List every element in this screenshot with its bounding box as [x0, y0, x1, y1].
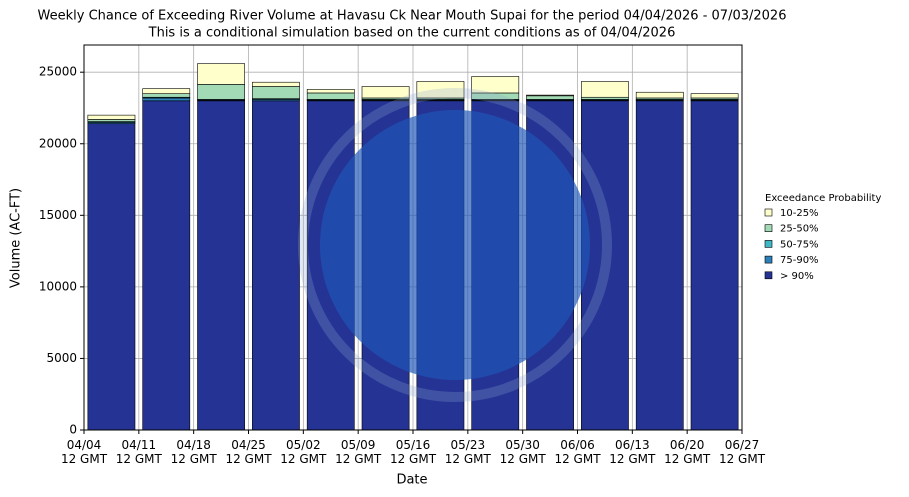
bar-segment — [197, 63, 245, 85]
axes: 0 5000 10000 15000 20000 25000 — [39, 65, 743, 437]
legend-swatch — [764, 240, 773, 248]
bar-segment — [87, 119, 136, 122]
legend-swatch — [764, 208, 773, 217]
y-tick-label: 5000 — [46, 351, 77, 365]
bars — [87, 63, 739, 431]
x-axis-label: Date — [396, 473, 427, 488]
x-tick-label: 06/27 12 GMT — [718, 438, 766, 466]
bar-segment — [635, 91, 684, 99]
legend-swatch — [764, 271, 773, 280]
bar-segment — [87, 114, 136, 120]
bar-segment — [416, 81, 465, 99]
x-tick-label: 04/04 12 GMT — [60, 438, 108, 466]
bar-segment — [252, 100, 300, 431]
bar-segment — [197, 100, 245, 431]
bar-segment — [306, 89, 355, 94]
bar-segment — [306, 92, 355, 100]
bar-segment — [361, 86, 410, 99]
x-tick-label: 05/16 12 GMT — [389, 438, 437, 466]
bar-segment — [252, 86, 300, 99]
chart-subtitle: This is a conditional simulation based o… — [148, 26, 676, 41]
bar-segment — [526, 95, 574, 100]
y-tick-label: 15000 — [39, 208, 77, 222]
y-tick-label: 20000 — [39, 136, 77, 150]
bar-segment — [581, 81, 629, 98]
bar-segment — [142, 97, 191, 102]
bar-segment — [635, 100, 684, 431]
x-tick-label: 06/20 12 GMT — [664, 438, 711, 466]
bar-segment — [690, 100, 739, 431]
legend-title: Exceedance Probability — [765, 193, 881, 204]
bar-segment — [690, 93, 739, 99]
y-tick-label: 25000 — [39, 65, 77, 79]
bar-segment — [526, 94, 574, 97]
y-tick-label: 10000 — [39, 279, 77, 293]
x-tick-label: 04/18 12 GMT — [170, 438, 217, 466]
chart-title: Weekly Chance of Exceeding River Volume … — [38, 9, 787, 24]
legend-label: 10-25% — [780, 208, 819, 219]
watermark — [298, 88, 612, 402]
x-tick-label: 06/13 12 GMT — [609, 438, 656, 466]
bar-segment — [142, 93, 191, 98]
bar-segment — [252, 81, 300, 87]
x-tick-label: 05/02 12 GMT — [280, 438, 327, 466]
x-tick-label: 05/30 12 GMT — [499, 438, 546, 466]
legend-label: 25-50% — [780, 224, 819, 235]
y-tick-label: 0 — [69, 423, 77, 437]
legend-swatch — [764, 255, 773, 264]
legend-swatch — [764, 224, 773, 232]
legend-label: 75-90% — [780, 255, 819, 266]
bar-segment — [471, 76, 520, 94]
bar-segment — [581, 100, 629, 431]
bar-segment — [142, 88, 191, 94]
legend-label: > 90% — [780, 271, 814, 282]
bar-segment — [87, 123, 136, 431]
legend-label: 50-75% — [780, 239, 819, 250]
bar-segment — [197, 84, 245, 100]
x-tick-label: 06/06 12 GMT — [554, 438, 601, 466]
x-tick-label: 05/09 12 GMT — [335, 438, 382, 466]
bar-segment — [581, 96, 629, 100]
x-tick-label: 05/23 12 GMT — [444, 438, 491, 466]
y-axis-label: Volume (AC-FT) — [9, 188, 24, 288]
bar-segment — [142, 100, 191, 431]
x-tick-label: 04/25 12 GMT — [225, 438, 272, 466]
x-tick-label: 04/11 12 GMT — [115, 438, 162, 466]
legend: 10-25% 25-50% 50-75% 75-90% > 90% — [764, 208, 819, 282]
